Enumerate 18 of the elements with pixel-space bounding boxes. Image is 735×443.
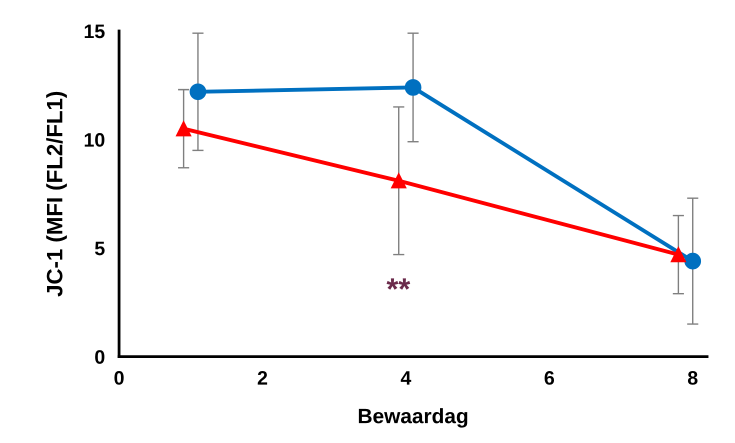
y-tick-label: 15 bbox=[84, 24, 105, 38]
y-tick-label: 5 bbox=[94, 242, 105, 256]
x-tick-label: 4 bbox=[400, 371, 412, 385]
x-tick-label: 0 bbox=[114, 371, 124, 385]
point bbox=[684, 252, 702, 270]
x-axis-title: Bewaardag bbox=[358, 408, 468, 428]
y-tick-label: 10 bbox=[84, 133, 104, 147]
y-tick-label: 0 bbox=[95, 350, 104, 364]
point bbox=[190, 83, 206, 100]
y-axis-title: JC-1 (MFI (FL2/FL1) bbox=[46, 92, 67, 297]
x-tick-label: 6 bbox=[544, 371, 554, 385]
point bbox=[404, 79, 422, 96]
annotation: ** bbox=[386, 278, 410, 290]
point bbox=[391, 173, 406, 188]
point bbox=[176, 121, 192, 136]
x-tick-label: 2 bbox=[258, 371, 268, 385]
x-tick-label: 8 bbox=[688, 371, 698, 385]
point bbox=[670, 246, 686, 262]
